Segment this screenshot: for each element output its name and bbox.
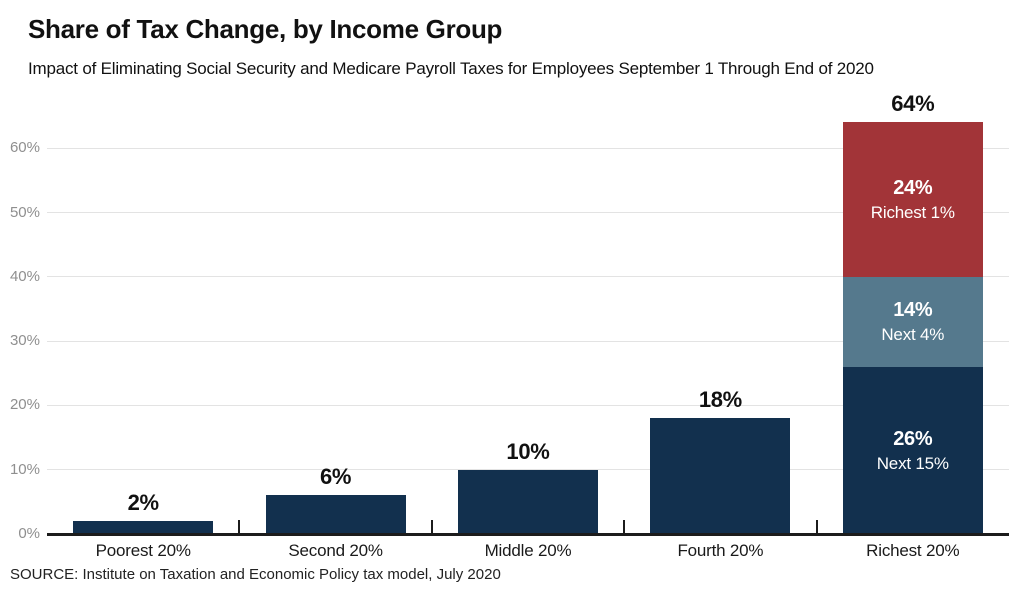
bar-segment-label-next-15: 26% Next 15% xyxy=(843,367,983,534)
gridline-20 xyxy=(47,404,1009,406)
x-axis-tick-4 xyxy=(815,520,818,534)
bar-segment-second-20-next-15 xyxy=(265,495,406,534)
x-axis-tick-label-poorest-20: Poorest 20% xyxy=(95,541,191,560)
gridline-40 xyxy=(47,276,1009,278)
bar-segment-middle-20-next-15 xyxy=(458,469,598,534)
segment-value-label: 14% xyxy=(893,299,933,322)
bar-value-label-poorest-20: 2% xyxy=(127,490,160,516)
y-axis-tick-label-60: 60% xyxy=(9,139,40,157)
y-axis-tick-label-40: 40% xyxy=(9,267,40,285)
x-axis-tick-label-fourth-20: Fourth 20% xyxy=(677,541,764,560)
bar-value-label-middle-20: 10% xyxy=(506,438,550,464)
gridline-30 xyxy=(47,340,1009,342)
segment-value-label: 26% xyxy=(893,427,933,450)
x-axis-line xyxy=(47,533,1009,536)
gridline-60 xyxy=(47,147,1009,149)
bar-segment-richest-20-next-15 xyxy=(842,366,983,534)
bar-value-label-fourth-20: 18% xyxy=(698,387,742,413)
x-axis-tick-3 xyxy=(623,520,626,534)
y-axis-tick-label-20: 20% xyxy=(9,396,40,414)
x-axis-tick-2 xyxy=(430,520,433,534)
y-axis-tick-label-10: 10% xyxy=(9,460,40,478)
segment-name-label: Richest 1% xyxy=(870,203,955,223)
x-axis-tick-1 xyxy=(238,520,241,534)
bar-segment-richest-20-next-4 xyxy=(842,276,983,367)
chart-title: Share of Tax Change, by Income Group xyxy=(28,14,503,44)
y-axis-tick-label-0: 0% xyxy=(18,525,40,542)
bar-segment-label-next-4: 14% Next 4% xyxy=(843,277,983,367)
gridline-50 xyxy=(47,212,1009,213)
chart-subtitle: Impact of Eliminating Social Security an… xyxy=(28,59,874,78)
x-axis-tick-label-middle-20: Middle 20% xyxy=(484,541,572,560)
x-axis-tick-label-second-20: Second 20% xyxy=(288,541,383,560)
segment-value-label: 24% xyxy=(893,177,933,200)
bar-value-label-richest-20: 64% xyxy=(891,91,935,117)
y-axis-tick-label-50: 50% xyxy=(9,203,40,221)
bar-value-label-second-20: 6% xyxy=(319,464,352,490)
source-note: SOURCE: Institute on Taxation and Econom… xyxy=(10,566,501,583)
segment-name-label: Next 15% xyxy=(876,453,949,473)
segment-name-label: Next 4% xyxy=(881,325,945,345)
bar-segment-label-richest-1: 24% Richest 1% xyxy=(843,122,983,276)
y-axis-tick-label-30: 30% xyxy=(9,332,40,350)
bar-segment-fourth-20-next-15 xyxy=(650,418,791,534)
x-axis-tick-label-richest-20: Richest 20% xyxy=(866,541,960,560)
bar-segment-richest-20-richest-1 xyxy=(842,122,983,277)
bar-segment-poorest-20-next-15 xyxy=(73,521,214,534)
